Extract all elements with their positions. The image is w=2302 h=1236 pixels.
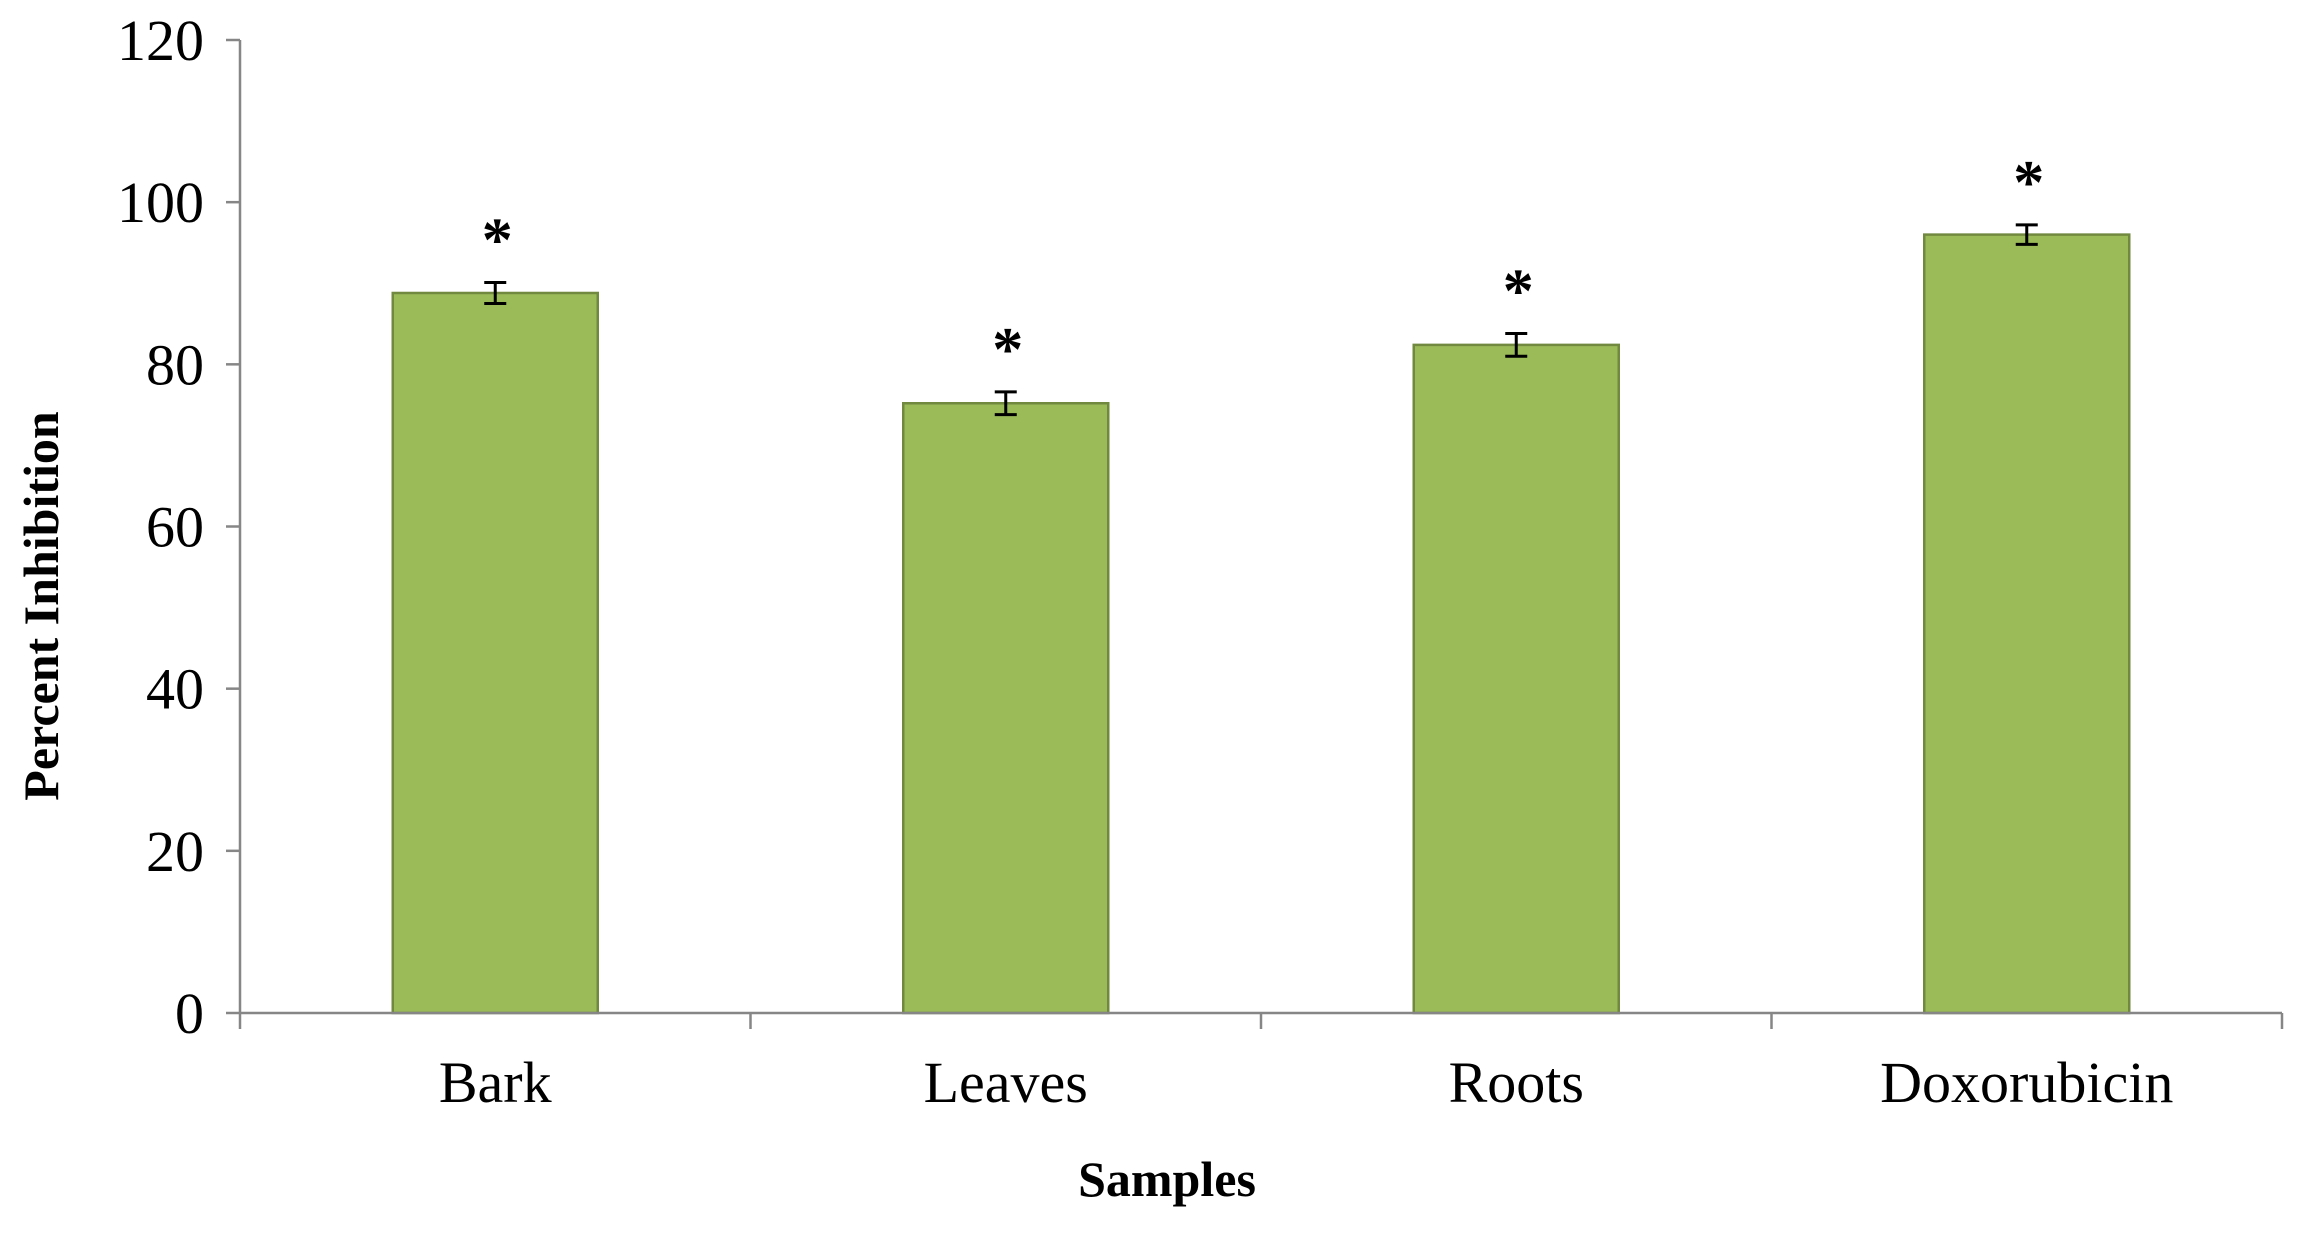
error-bar-doxorubicin — [2015, 223, 2038, 246]
axes — [238, 40, 2284, 1029]
x-axis-title: Samples — [1078, 1151, 1256, 1207]
x-axis-labels: Bark Leaves Roots Doxorubicin — [439, 1050, 2173, 1115]
x-tick-label: Leaves — [924, 1050, 1088, 1115]
error-bars — [484, 223, 2038, 417]
y-tick-label: 20 — [146, 819, 204, 884]
y-tick-label: 100 — [117, 170, 204, 235]
y-tick-label: 120 — [117, 8, 204, 73]
significance-marker: * — [2013, 149, 2044, 217]
bars — [391, 233, 2131, 1015]
significance-marker: * — [992, 316, 1023, 384]
bar-bark — [391, 291, 599, 1015]
error-bar-leaves — [994, 390, 1017, 417]
x-tick-label: Doxorubicin — [1880, 1050, 2173, 1115]
significance-marker: * — [1503, 258, 1534, 326]
y-tick-label: 60 — [146, 495, 204, 560]
y-axis-title: Percent Inhibition — [13, 411, 69, 801]
bar-doxorubicin — [1923, 233, 2131, 1015]
significance-markers: * * * * — [482, 149, 2045, 384]
bar-leaves — [902, 402, 1110, 1015]
bar-roots — [1412, 343, 1620, 1015]
x-tick-label: Roots — [1449, 1050, 1584, 1115]
x-tick-label: Bark — [439, 1050, 552, 1115]
y-tick-label: 40 — [146, 657, 204, 722]
error-bar-bark — [484, 280, 507, 306]
significance-marker: * — [482, 206, 513, 274]
y-tick-label: 80 — [146, 332, 204, 397]
y-axis-ticks: 0 20 40 60 80 100 120 — [117, 8, 240, 1046]
y-tick-label: 0 — [175, 981, 204, 1046]
error-bar-roots — [1505, 332, 1528, 358]
